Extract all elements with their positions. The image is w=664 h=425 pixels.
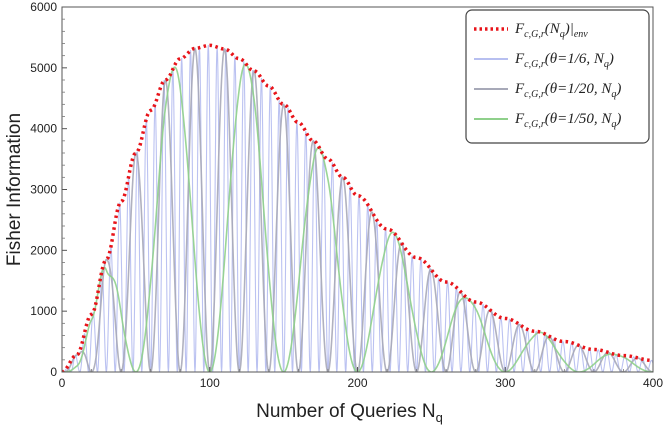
legend-label: Fc,G,r(θ=1/20, Nq) [514,81,621,100]
y-tick-label: 6000 [30,0,57,14]
x-tick-label: 300 [495,376,515,390]
legend-label: Fc,G,r(θ=1/6, Nq) [514,51,614,70]
y-tick-label: 1000 [30,304,57,318]
x-tick-label: 200 [347,376,367,390]
y-tick-label: 2000 [30,243,57,257]
x-axis-title: Number of Queries Nq [256,401,443,425]
y-axis-title: Fisher Information [4,113,25,266]
axes: 0 100 200 300 4000100020003000400050006000Nu… [4,0,663,425]
series-line-theta-1-50 [62,63,653,372]
x-tick-label: 0 [59,376,66,390]
y-tick-label: 0 [50,365,57,379]
series-line-envelope [62,43,653,372]
legend-box [465,9,650,144]
y-tick-label: 5000 [30,61,57,75]
x-tick-label: 100 [200,376,220,390]
legend: Fc,G,r(Nq)|env Fc,G,r(θ=1/6, Nq) Fc,G,r(θ=… [465,9,650,144]
y-tick-label: 3000 [30,183,57,197]
legend-label: Fc,G,r(Nq)|env [514,21,588,40]
legend-label: Fc,G,r(θ=1/50, Nq) [514,111,621,130]
plot-area [62,43,653,372]
x-tick-label: 400 [643,376,663,390]
y-tick-label: 4000 [30,122,57,136]
